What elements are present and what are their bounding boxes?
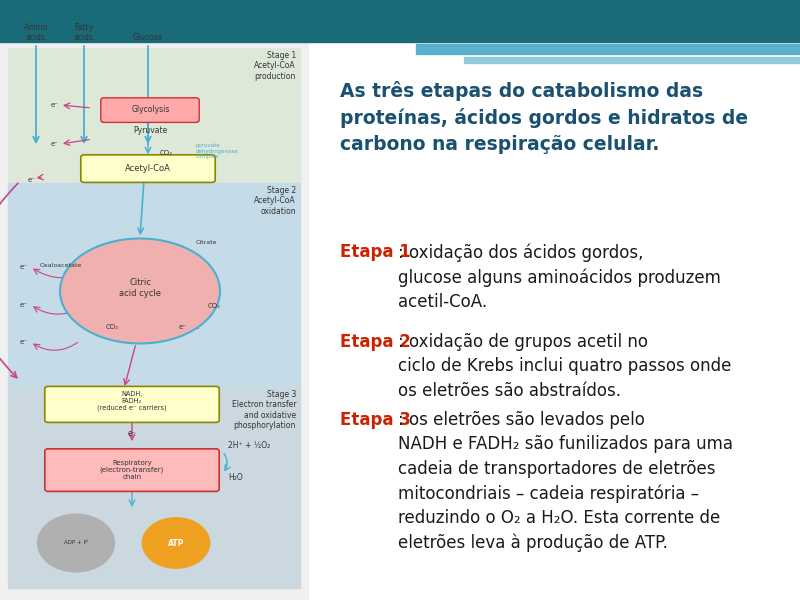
Text: Citrate: Citrate bbox=[196, 240, 218, 245]
Ellipse shape bbox=[60, 238, 220, 343]
FancyBboxPatch shape bbox=[45, 449, 219, 491]
Text: : oxidação dos ácidos gordos,
glucose alguns aminoácidos produzem
acetil-CoA.: : oxidação dos ácidos gordos, glucose al… bbox=[398, 243, 722, 311]
Circle shape bbox=[38, 514, 114, 572]
Text: Etapa 3: Etapa 3 bbox=[340, 411, 411, 429]
Text: e⁻: e⁻ bbox=[50, 141, 58, 147]
Text: Stage 3
Electron transfer
and oxidative
phosphorylation: Stage 3 Electron transfer and oxidative … bbox=[231, 390, 296, 430]
Text: Fatty
acids: Fatty acids bbox=[74, 23, 94, 42]
Text: e⁻: e⁻ bbox=[50, 102, 58, 108]
Text: e⁻: e⁻ bbox=[28, 177, 36, 183]
FancyBboxPatch shape bbox=[45, 386, 219, 422]
Text: NADH,
FADH₂
(reduced e⁻ carriers): NADH, FADH₂ (reduced e⁻ carriers) bbox=[97, 391, 167, 411]
Text: e⁻: e⁻ bbox=[178, 324, 186, 330]
Bar bbox=[8, 48, 300, 183]
Text: Acetyl-CoA: Acetyl-CoA bbox=[125, 164, 171, 173]
FancyBboxPatch shape bbox=[101, 98, 199, 122]
Text: Oxaloacetate: Oxaloacetate bbox=[40, 263, 82, 268]
Text: e⁻: e⁻ bbox=[20, 302, 28, 308]
Text: : os eletrões são levados pelo
NADH e FADH₂ são funilizados para uma
cadeia de t: : os eletrões são levados pelo NADH e FA… bbox=[398, 411, 734, 552]
Circle shape bbox=[142, 518, 210, 568]
Text: ATP: ATP bbox=[168, 539, 184, 547]
Text: As três etapas do catabolismo das
proteínas, ácidos gordos e hidratos de
carbono: As três etapas do catabolismo das proteí… bbox=[340, 81, 748, 154]
Text: ADP + Pᴵ: ADP + Pᴵ bbox=[64, 541, 88, 545]
Bar bbox=[0, 42, 308, 600]
Bar bbox=[0, 0, 800, 42]
Text: Etapa 2: Etapa 2 bbox=[340, 333, 411, 351]
Bar bbox=[352, 22, 800, 39]
Text: Stage 2
Acetyl-CoA
oxidation: Stage 2 Acetyl-CoA oxidation bbox=[254, 186, 296, 216]
Bar bbox=[464, 57, 800, 63]
Text: e⁻: e⁻ bbox=[20, 339, 28, 345]
Text: H₂O: H₂O bbox=[228, 473, 242, 481]
Text: Glucose: Glucose bbox=[133, 33, 163, 42]
FancyBboxPatch shape bbox=[81, 155, 215, 182]
Bar bbox=[416, 44, 800, 54]
Text: Respiratory
(electron-transfer)
chain: Respiratory (electron-transfer) chain bbox=[100, 460, 164, 480]
Text: Amino
acids: Amino acids bbox=[24, 23, 48, 42]
Bar bbox=[8, 387, 300, 588]
Text: CO₂: CO₂ bbox=[106, 324, 118, 330]
Text: CO₂: CO₂ bbox=[160, 150, 173, 156]
Text: CO₂: CO₂ bbox=[208, 303, 221, 309]
Text: Citric
acid cycle: Citric acid cycle bbox=[119, 278, 161, 298]
Text: e⁻: e⁻ bbox=[20, 264, 28, 270]
Text: Glycolysis: Glycolysis bbox=[131, 106, 170, 114]
Text: Pyruvate: Pyruvate bbox=[134, 126, 167, 135]
Text: Etapa 1: Etapa 1 bbox=[340, 243, 410, 261]
Bar bbox=[8, 183, 300, 387]
Text: Stage 1
Acetyl-CoA
production: Stage 1 Acetyl-CoA production bbox=[254, 51, 296, 81]
Text: e⁻: e⁻ bbox=[128, 428, 136, 438]
Text: 2H⁺ + ½O₂: 2H⁺ + ½O₂ bbox=[228, 440, 270, 450]
Text: pyruvate
dehydrogenase
complex: pyruvate dehydrogenase complex bbox=[196, 143, 238, 160]
Text: : oxidação de grupos acetil no
ciclo de Krebs inclui quatro passos onde
os eletr: : oxidação de grupos acetil no ciclo de … bbox=[398, 333, 732, 400]
